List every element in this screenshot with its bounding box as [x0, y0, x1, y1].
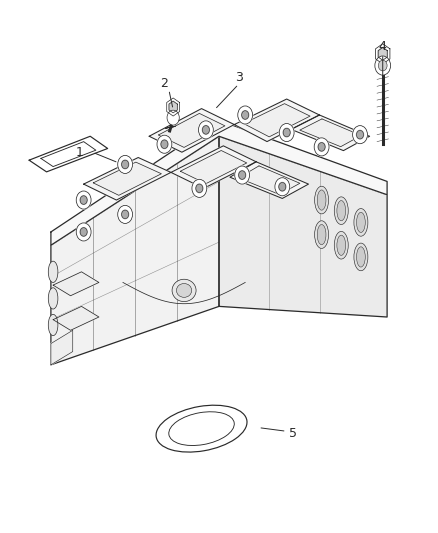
Circle shape — [157, 135, 172, 154]
Circle shape — [118, 205, 133, 223]
Polygon shape — [171, 146, 256, 188]
Circle shape — [275, 177, 290, 196]
Polygon shape — [180, 150, 247, 184]
Text: 1: 1 — [75, 146, 83, 159]
Circle shape — [80, 196, 87, 204]
Polygon shape — [53, 306, 99, 330]
Ellipse shape — [334, 197, 348, 224]
Polygon shape — [149, 109, 234, 152]
Polygon shape — [51, 136, 219, 365]
Ellipse shape — [357, 212, 365, 232]
Ellipse shape — [48, 261, 58, 282]
Ellipse shape — [337, 200, 346, 221]
Ellipse shape — [337, 235, 346, 255]
Polygon shape — [93, 162, 161, 195]
Polygon shape — [239, 166, 300, 195]
Circle shape — [76, 223, 91, 241]
Polygon shape — [51, 120, 387, 245]
Ellipse shape — [314, 186, 328, 214]
Polygon shape — [29, 136, 108, 172]
Polygon shape — [84, 158, 171, 200]
Circle shape — [198, 121, 213, 139]
Ellipse shape — [314, 221, 328, 248]
Ellipse shape — [177, 284, 192, 297]
Ellipse shape — [317, 224, 326, 245]
Text: 5: 5 — [289, 427, 297, 440]
Polygon shape — [234, 99, 319, 142]
Ellipse shape — [334, 231, 348, 259]
Circle shape — [242, 111, 249, 119]
Circle shape — [161, 140, 168, 149]
Circle shape — [283, 128, 290, 137]
Circle shape — [118, 156, 133, 173]
Circle shape — [196, 184, 203, 192]
Ellipse shape — [357, 247, 365, 267]
Circle shape — [167, 110, 179, 125]
Circle shape — [122, 210, 129, 219]
Text: 4: 4 — [379, 41, 387, 53]
Polygon shape — [219, 136, 387, 317]
Polygon shape — [159, 114, 225, 148]
Circle shape — [239, 171, 246, 179]
Circle shape — [279, 182, 286, 191]
Polygon shape — [375, 44, 390, 64]
Circle shape — [202, 126, 209, 134]
Text: 3: 3 — [235, 71, 243, 84]
Ellipse shape — [156, 405, 247, 452]
Polygon shape — [378, 47, 387, 60]
Circle shape — [279, 124, 294, 142]
Polygon shape — [53, 272, 99, 296]
Text: 2: 2 — [160, 77, 168, 90]
Ellipse shape — [172, 279, 196, 302]
Circle shape — [80, 228, 87, 236]
Circle shape — [375, 56, 391, 75]
Ellipse shape — [354, 243, 368, 271]
Polygon shape — [169, 101, 177, 113]
Polygon shape — [51, 330, 73, 365]
Circle shape — [76, 191, 91, 209]
Circle shape — [238, 106, 253, 124]
Circle shape — [192, 179, 207, 197]
Polygon shape — [230, 162, 308, 198]
Polygon shape — [167, 98, 180, 116]
Polygon shape — [244, 103, 310, 137]
Circle shape — [318, 143, 325, 151]
Circle shape — [122, 160, 129, 168]
Ellipse shape — [169, 412, 234, 446]
Ellipse shape — [317, 190, 326, 210]
Ellipse shape — [354, 208, 368, 236]
Circle shape — [235, 166, 250, 184]
Polygon shape — [41, 142, 96, 167]
Ellipse shape — [48, 314, 58, 336]
Circle shape — [353, 126, 367, 144]
Circle shape — [357, 131, 364, 139]
Polygon shape — [300, 119, 361, 147]
Circle shape — [378, 60, 387, 71]
Circle shape — [314, 138, 329, 156]
Ellipse shape — [48, 288, 58, 309]
Polygon shape — [291, 115, 370, 151]
